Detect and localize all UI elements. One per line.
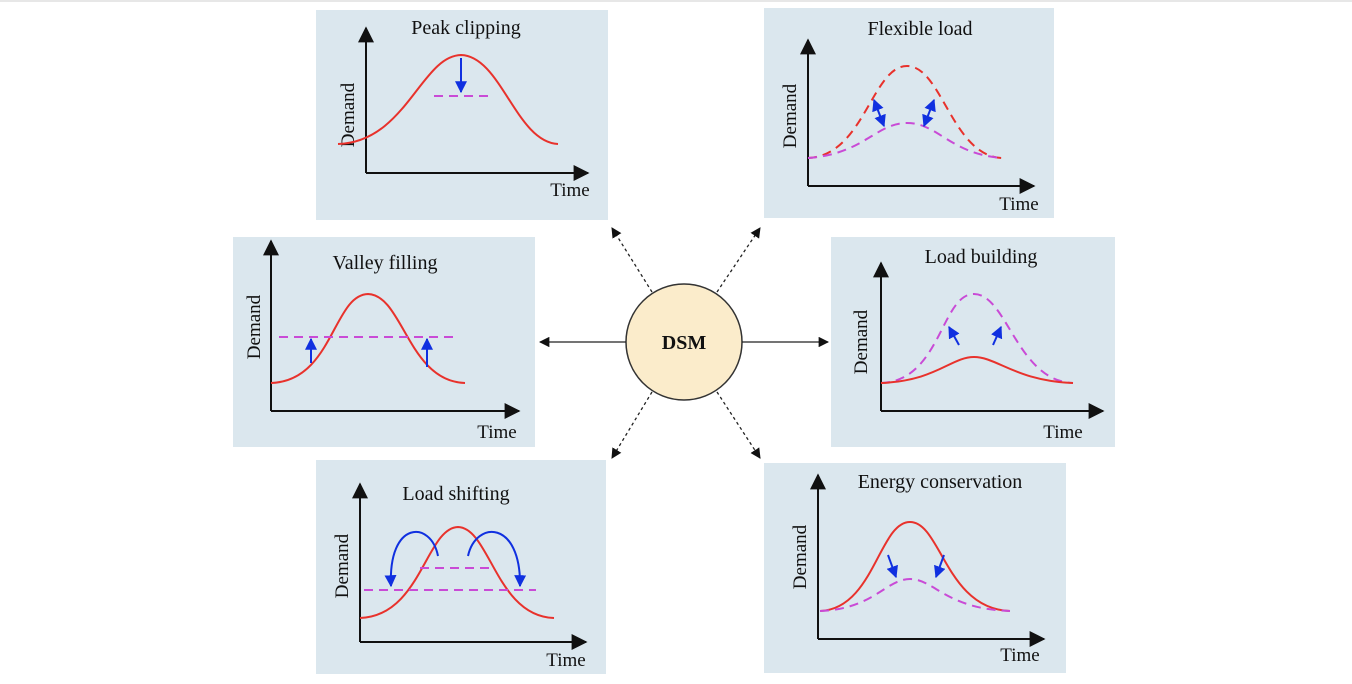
- conserved-demand-curve: [819, 577, 1011, 612]
- x-axis-label: Time: [1043, 422, 1082, 443]
- flex-arrow-left: [872, 98, 886, 128]
- demand-curve: [337, 53, 559, 145]
- connector-arrows: [538, 227, 830, 459]
- shift-arrow-left: [384, 531, 439, 588]
- arrow-to-flexible-load: [716, 227, 761, 293]
- x-axis-label: Time: [477, 422, 516, 443]
- flex-arrow-right: [922, 98, 936, 128]
- x-axis-label: Time: [999, 194, 1038, 215]
- panel-title: Load shifting: [402, 483, 509, 505]
- demand-curve: [270, 292, 466, 384]
- panel-peak-clipping: Peak clipping Demand Time: [316, 10, 608, 220]
- dsm-hub: DSM: [625, 283, 743, 401]
- original-demand-curve: [807, 64, 1003, 159]
- arrow-to-peak-clipping: [611, 227, 653, 293]
- original-demand-curve: [880, 355, 1074, 384]
- arrow-to-load-shifting: [611, 391, 653, 459]
- demand-curve: [359, 525, 555, 619]
- flexible-demand-curve: [807, 121, 1003, 159]
- build-arrow-right: [991, 325, 1003, 346]
- panel-title: Peak clipping: [411, 17, 520, 39]
- y-axis-label: Demand: [244, 294, 265, 359]
- built-demand-curve: [880, 292, 1074, 384]
- panel-title: Load building: [925, 246, 1038, 268]
- dsm-label: DSM: [662, 332, 707, 354]
- y-axis-label: Demand: [851, 309, 872, 374]
- build-arrow-left: [948, 325, 960, 346]
- panel-title: Valley filling: [333, 252, 438, 274]
- y-axis-label: Demand: [332, 533, 353, 598]
- conserve-arrow-left: [886, 554, 898, 579]
- original-demand-curve: [819, 520, 1011, 612]
- conserve-arrow-right: [934, 554, 946, 579]
- panel-energy-conservation: Energy conservation Demand Time: [764, 463, 1066, 673]
- arrow-to-energy-conservation: [716, 391, 761, 459]
- panel-valley-filling: Valley filling Demand Time: [233, 237, 535, 447]
- y-axis-label: Demand: [338, 82, 359, 147]
- y-axis-label: Demand: [790, 524, 811, 589]
- panel-load-shifting: Load shifting Demand Time: [316, 460, 606, 674]
- panel-title: Energy conservation: [858, 471, 1023, 493]
- x-axis-label: Time: [550, 180, 589, 201]
- x-axis-label: Time: [1000, 645, 1039, 666]
- panel-load-building: Load building Demand Time: [831, 237, 1115, 447]
- y-axis-label: Demand: [780, 83, 801, 148]
- panel-flexible-load: Flexible load Demand Time: [764, 8, 1054, 218]
- shift-arrow-right: [467, 531, 527, 588]
- x-axis-label: Time: [546, 650, 585, 671]
- panel-title: Flexible load: [868, 18, 973, 40]
